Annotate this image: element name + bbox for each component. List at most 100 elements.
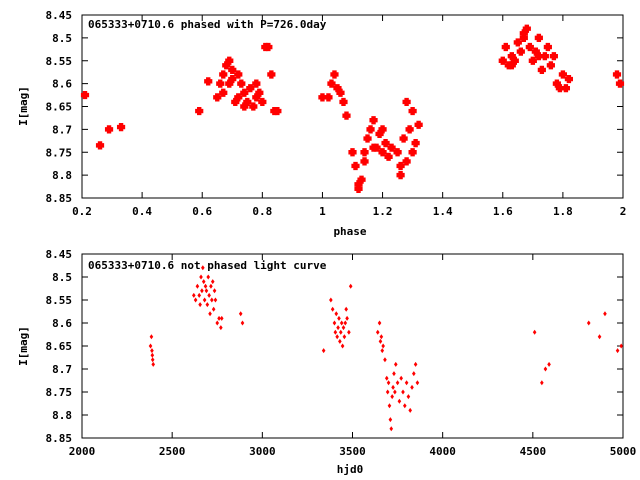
data-point (402, 97, 411, 107)
data-point (104, 125, 114, 134)
data-point (336, 325, 340, 331)
data-point (258, 97, 267, 107)
data-point (203, 283, 208, 289)
data-point (615, 348, 620, 354)
data-point (225, 56, 234, 65)
x-tick-label: 0.2 (72, 205, 92, 218)
data-point (213, 297, 218, 303)
data-point (413, 361, 418, 367)
data-point (549, 52, 558, 61)
data-point (386, 380, 391, 386)
y-tick-label: 8.45 (46, 9, 73, 22)
data-point (402, 157, 411, 166)
x-tick-label: 4000 (429, 445, 456, 458)
phased-light-curve-panel: 065333+0710.6 phased with P=726.0day I[m… (17, 9, 626, 238)
data-point (378, 148, 387, 157)
data-point (202, 297, 207, 303)
data-point (385, 389, 390, 395)
data-point (337, 315, 341, 321)
y-tick-label: 8.8 (52, 169, 72, 182)
data-point (519, 29, 528, 38)
data-point (240, 88, 249, 97)
data-point (207, 292, 211, 298)
data-point (534, 52, 543, 61)
data-point (388, 417, 393, 423)
data-point (148, 343, 153, 349)
data-point (150, 357, 155, 363)
data-point (210, 297, 214, 303)
data-point (212, 288, 217, 294)
data-point (335, 334, 339, 340)
data-point (399, 134, 408, 143)
y-tick-label: 8.5 (52, 32, 72, 45)
data-point (243, 97, 252, 107)
data-point (528, 56, 537, 65)
data-point (393, 148, 402, 157)
data-point (240, 320, 245, 326)
data-point (342, 334, 347, 340)
x-tick-label: 1.8 (553, 205, 573, 218)
data-point (340, 343, 345, 349)
data-point (384, 375, 389, 381)
data-point (402, 403, 407, 409)
data-point (351, 161, 360, 171)
data-point (216, 79, 225, 88)
data-point (219, 70, 228, 79)
data-point (395, 380, 400, 386)
phased-chart-xlabel: phase (333, 225, 366, 238)
y-tick-label: 8.55 (46, 55, 73, 68)
data-point (336, 88, 345, 97)
data-point (343, 320, 348, 326)
x-tick-label: 1.6 (493, 205, 513, 218)
data-point (377, 320, 382, 326)
data-point (380, 348, 385, 354)
data-point (532, 329, 537, 335)
data-point (399, 375, 403, 381)
data-point (213, 93, 222, 102)
x-tick-label: 0.6 (192, 205, 212, 218)
data-point (558, 70, 567, 79)
data-point (381, 139, 390, 148)
data-point (546, 61, 555, 70)
data-point (195, 106, 204, 116)
data-point (255, 88, 264, 97)
data-point (396, 171, 405, 180)
data-point (205, 302, 210, 308)
data-point (411, 139, 420, 148)
unphased-chart-xlabel: hjd0 (337, 463, 364, 476)
data-point (334, 311, 339, 317)
data-point (615, 79, 625, 88)
y-tick-label: 8.7 (52, 363, 72, 376)
data-point (195, 283, 200, 289)
data-point (393, 389, 397, 395)
data-point (513, 38, 522, 47)
data-point (357, 175, 366, 184)
data-point (510, 56, 519, 65)
data-point (200, 288, 204, 294)
data-point (240, 102, 249, 111)
x-tick-label: 3000 (249, 445, 276, 458)
data-point (564, 74, 573, 84)
data-point (375, 329, 380, 335)
data-point (360, 157, 369, 166)
data-point (547, 361, 551, 367)
data-point (345, 315, 349, 321)
data-point (193, 297, 198, 303)
data-point (516, 47, 525, 56)
data-point (237, 79, 246, 88)
data-point (210, 279, 215, 285)
data-point (199, 274, 203, 280)
data-point (208, 311, 212, 317)
data-point (116, 122, 126, 132)
data-point (329, 297, 333, 303)
x-tick-label: 1.2 (373, 205, 393, 218)
data-point (360, 148, 369, 157)
data-point (501, 42, 510, 52)
phased-chart-ylabel: I[mag] (17, 86, 30, 126)
data-point (327, 79, 336, 88)
data-point (540, 380, 544, 386)
data-point (543, 366, 548, 372)
data-point (252, 79, 261, 88)
data-point (507, 61, 516, 70)
unphased-light-curve-panel: 065333+0710.6 not phased light curve I[m… (17, 248, 636, 476)
